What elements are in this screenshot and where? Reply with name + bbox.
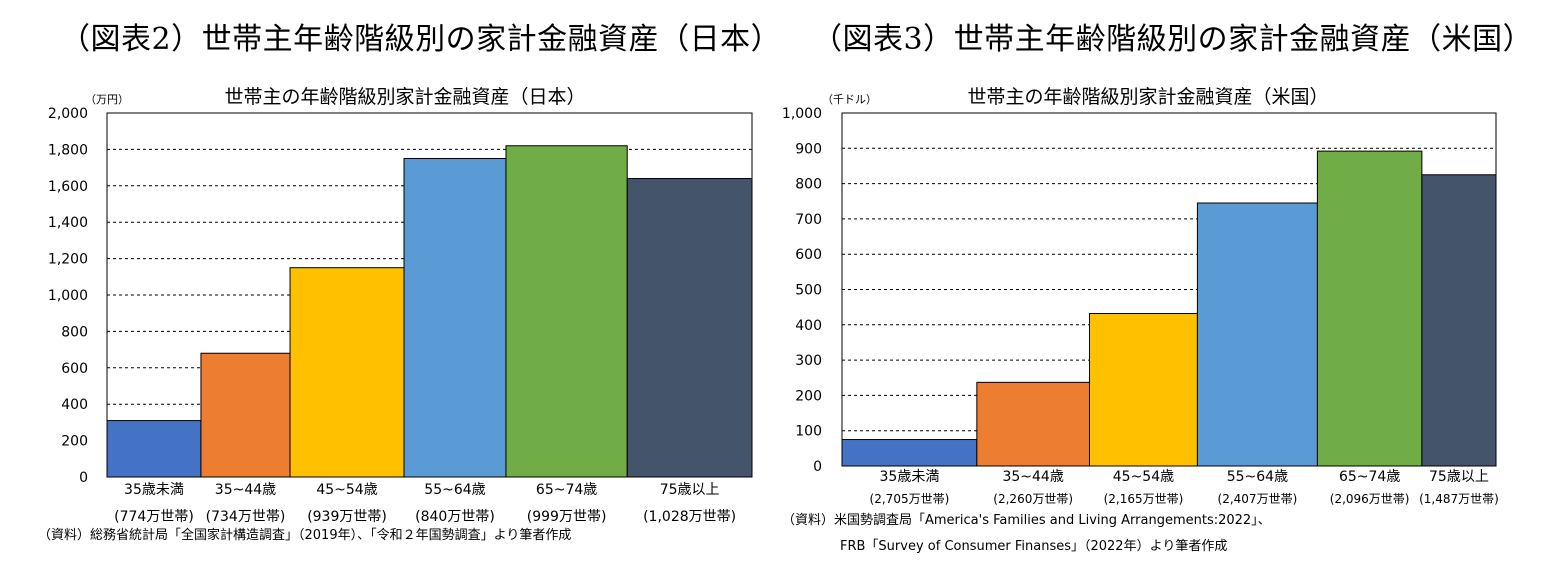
x-tick-label: 55~64歳 <box>424 482 485 498</box>
y-tick-label: 700 <box>795 212 822 228</box>
source-note-us-line1: （資料）米国勢調査局「America's Families and Living… <box>782 513 1271 528</box>
y-axis-unit: （万円） <box>85 93 129 106</box>
y-tick-label: 500 <box>795 283 822 299</box>
y-tick-label: 1,000 <box>48 288 88 304</box>
household-count-label: (2,096万世帯) <box>1330 492 1410 506</box>
y-tick-label: 300 <box>795 353 822 369</box>
household-count-label: (774万世帯) <box>114 509 194 525</box>
y-axis-unit: （千ドル） <box>822 93 877 106</box>
bar-5 <box>505 145 628 478</box>
x-tick-label: 35~44歳 <box>1002 469 1063 485</box>
y-tick-label: 1,000 <box>782 106 822 122</box>
x-tick-label: 65~74歳 <box>1339 469 1400 485</box>
household-count-label: (734万世帯) <box>206 509 286 525</box>
bar-5 <box>1316 150 1423 467</box>
household-count-label: (2,165万世帯) <box>1104 492 1184 506</box>
household-count-label: (1,028万世帯) <box>643 509 736 525</box>
x-tick-label: 75歳以上 <box>660 482 720 498</box>
y-tick-label: 200 <box>61 434 88 450</box>
x-tick-label: 35歳未満 <box>124 482 184 498</box>
y-tick-label: 0 <box>813 459 822 475</box>
figure-title-japan: （図表2）世帯主年齢階級別の家計金融資産（日本） <box>60 22 782 57</box>
y-tick-label: 600 <box>61 361 88 377</box>
household-count-label: (1,487万世帯) <box>1419 492 1499 506</box>
x-tick-label: 35歳未満 <box>880 469 940 485</box>
bar-3 <box>1088 313 1198 467</box>
source-note-japan: （資料）総務省統計局「全国家計構造調査」（2019年）、「令和２年国勢調査」より… <box>38 528 572 543</box>
bar-6 <box>1421 174 1497 467</box>
household-count-label: (939万世帯) <box>307 509 387 525</box>
bar-2 <box>976 381 1090 467</box>
bar-3 <box>289 267 405 478</box>
source-note-us-line2: FRB「Survey of Consumer Finanses」（2022年）よ… <box>840 539 1228 554</box>
y-tick-label: 200 <box>795 388 822 404</box>
y-tick-label: 800 <box>61 324 88 340</box>
y-tick-label: 400 <box>61 397 88 413</box>
x-tick-label: 35~44歳 <box>215 482 276 498</box>
household-count-label: (2,407万世帯) <box>1218 492 1298 506</box>
bar-1 <box>106 420 202 478</box>
y-tick-label: 400 <box>795 318 822 334</box>
y-tick-label: 0 <box>79 470 88 486</box>
bar-2 <box>200 352 291 478</box>
household-count-label: (2,705万世帯) <box>870 492 950 506</box>
household-count-label: (2,260万世帯) <box>993 492 1073 506</box>
bar-4 <box>1196 202 1318 467</box>
x-tick-label: 45~54歳 <box>316 482 377 498</box>
figure-title-us: （図表3）世帯主年齢階級別の家計金融資産（米国） <box>812 22 1534 57</box>
y-tick-label: 1,800 <box>48 142 88 158</box>
bar-6 <box>626 178 753 478</box>
y-tick-label: 600 <box>795 247 822 263</box>
x-tick-label: 65~74歳 <box>536 482 597 498</box>
household-count-label: (840万世帯) <box>415 509 495 525</box>
household-count-label: (999万世帯) <box>527 509 607 525</box>
bar-4 <box>403 158 507 478</box>
bar-1 <box>841 439 978 467</box>
y-tick-label: 1,600 <box>48 179 88 195</box>
chart-title: 世帯主の年齢階級別家計金融資産（米国） <box>967 86 1328 108</box>
y-tick-label: 900 <box>795 141 822 157</box>
y-tick-label: 1,400 <box>48 215 88 231</box>
y-tick-label: 100 <box>795 424 822 440</box>
x-tick-label: 45~54歳 <box>1113 469 1174 485</box>
chart-title: 世帯主の年齢階級別家計金融資産（日本） <box>224 86 585 108</box>
y-tick-label: 2,000 <box>48 106 88 122</box>
y-tick-label: 800 <box>795 177 822 193</box>
x-tick-label: 75歳以上 <box>1429 469 1489 485</box>
y-tick-label: 1,200 <box>48 252 88 268</box>
x-tick-label: 55~64歳 <box>1227 469 1288 485</box>
